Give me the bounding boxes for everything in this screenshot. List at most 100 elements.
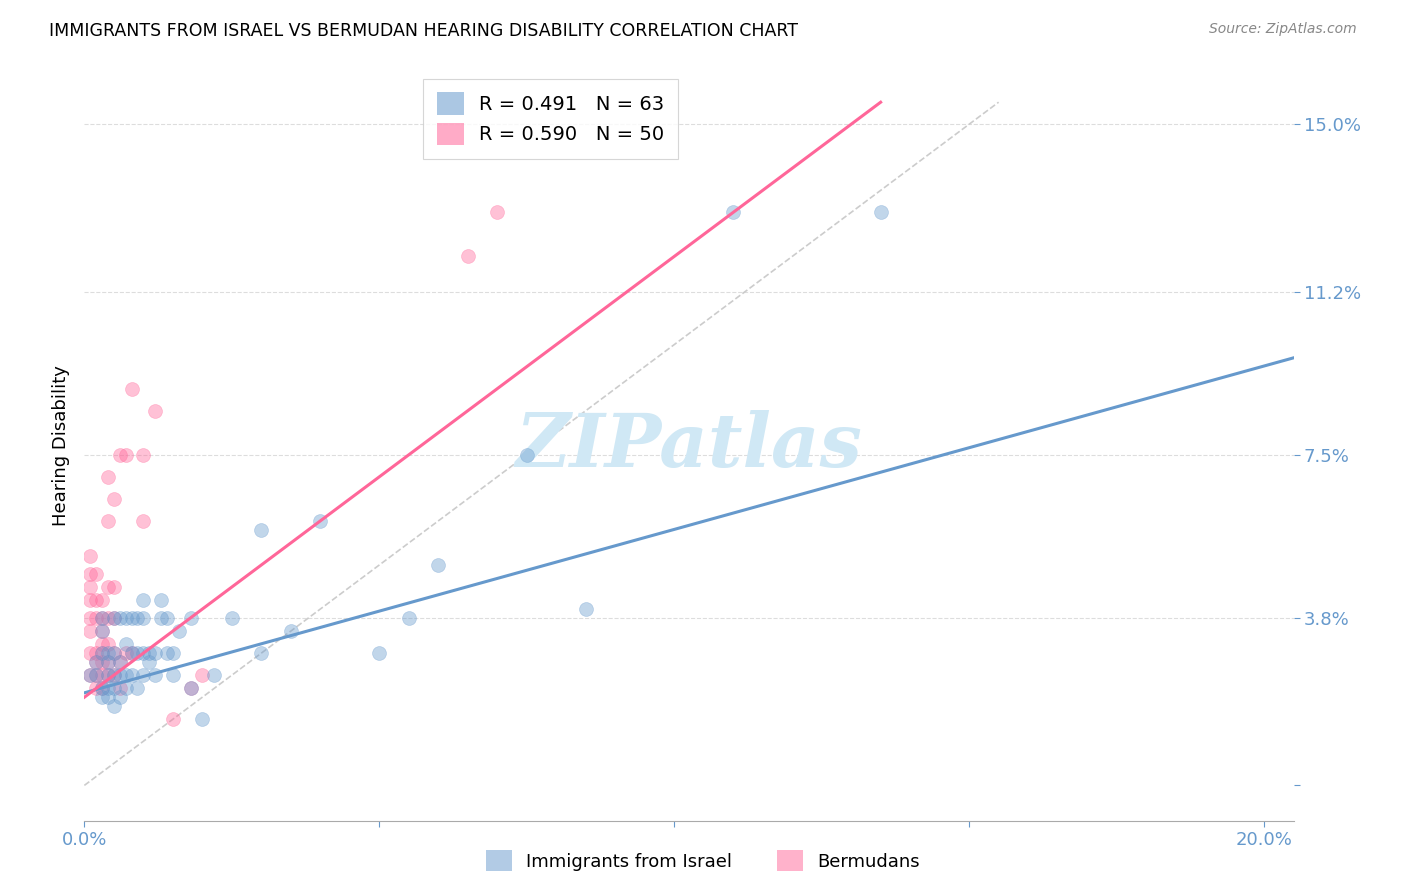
Point xyxy=(575,602,598,616)
Point xyxy=(132,668,155,682)
Legend: R = 0.491   N = 63, R = 0.590   N = 50: R = 0.491 N = 63, R = 0.590 N = 50 xyxy=(423,78,678,159)
Point xyxy=(180,681,202,696)
Point xyxy=(108,448,131,462)
Point xyxy=(121,646,143,660)
Point xyxy=(138,655,160,669)
Point xyxy=(516,448,538,462)
Point xyxy=(180,611,202,625)
Point xyxy=(79,593,101,607)
Point xyxy=(79,549,101,564)
Point xyxy=(143,668,166,682)
Point xyxy=(108,681,131,696)
Point xyxy=(191,712,214,726)
Point xyxy=(150,593,173,607)
Point xyxy=(869,205,891,219)
Point xyxy=(84,668,107,682)
Point xyxy=(97,470,120,484)
Text: IMMIGRANTS FROM ISRAEL VS BERMUDAN HEARING DISABILITY CORRELATION CHART: IMMIGRANTS FROM ISRAEL VS BERMUDAN HEARI… xyxy=(49,22,799,40)
Point xyxy=(108,655,131,669)
Point xyxy=(108,668,131,682)
Point xyxy=(156,646,179,660)
Point xyxy=(138,646,160,660)
Point xyxy=(91,646,114,660)
Point xyxy=(91,690,114,705)
Point xyxy=(156,611,179,625)
Point xyxy=(121,611,143,625)
Point xyxy=(97,668,120,682)
Point xyxy=(162,668,184,682)
Point xyxy=(91,611,114,625)
Point xyxy=(103,491,125,506)
Point xyxy=(114,611,136,625)
Point xyxy=(150,611,173,625)
Point xyxy=(79,624,101,639)
Point xyxy=(91,668,114,682)
Point xyxy=(97,690,120,705)
Point xyxy=(84,646,107,660)
Point xyxy=(167,624,190,639)
Point xyxy=(91,681,114,696)
Point xyxy=(114,448,136,462)
Point xyxy=(114,637,136,651)
Point xyxy=(103,611,125,625)
Point xyxy=(79,580,101,594)
Point xyxy=(121,382,143,396)
Point xyxy=(97,655,120,669)
Point xyxy=(84,681,107,696)
Point xyxy=(486,205,509,219)
Y-axis label: Hearing Disability: Hearing Disability xyxy=(52,366,70,526)
Point xyxy=(108,690,131,705)
Point xyxy=(79,611,101,625)
Point xyxy=(97,681,120,696)
Point xyxy=(97,646,120,660)
Point xyxy=(97,514,120,528)
Point xyxy=(84,593,107,607)
Point xyxy=(84,566,107,581)
Point xyxy=(103,580,125,594)
Point xyxy=(91,624,114,639)
Point xyxy=(108,611,131,625)
Point xyxy=(84,611,107,625)
Point xyxy=(103,668,125,682)
Point xyxy=(79,668,101,682)
Point xyxy=(132,448,155,462)
Point xyxy=(91,646,114,660)
Point xyxy=(108,655,131,669)
Point xyxy=(103,681,125,696)
Text: ZIPatlas: ZIPatlas xyxy=(516,409,862,483)
Point xyxy=(114,668,136,682)
Point xyxy=(132,611,155,625)
Point xyxy=(84,655,107,669)
Legend: Immigrants from Israel, Bermudans: Immigrants from Israel, Bermudans xyxy=(479,843,927,879)
Point xyxy=(84,668,107,682)
Point xyxy=(103,646,125,660)
Point xyxy=(132,514,155,528)
Point xyxy=(250,523,273,537)
Point xyxy=(84,655,107,669)
Point xyxy=(97,668,120,682)
Point xyxy=(250,646,273,660)
Point xyxy=(91,637,114,651)
Point xyxy=(97,611,120,625)
Point xyxy=(79,668,101,682)
Point xyxy=(121,646,143,660)
Point xyxy=(114,646,136,660)
Point xyxy=(121,668,143,682)
Point xyxy=(91,655,114,669)
Point xyxy=(103,699,125,714)
Point xyxy=(127,646,149,660)
Point xyxy=(103,646,125,660)
Point xyxy=(132,593,155,607)
Point xyxy=(91,681,114,696)
Point xyxy=(309,514,332,528)
Point xyxy=(132,646,155,660)
Point xyxy=(162,646,184,660)
Point xyxy=(162,712,184,726)
Point xyxy=(457,250,479,264)
Point xyxy=(721,205,744,219)
Point xyxy=(91,593,114,607)
Point xyxy=(91,624,114,639)
Point xyxy=(127,611,149,625)
Point xyxy=(79,646,101,660)
Point xyxy=(79,566,101,581)
